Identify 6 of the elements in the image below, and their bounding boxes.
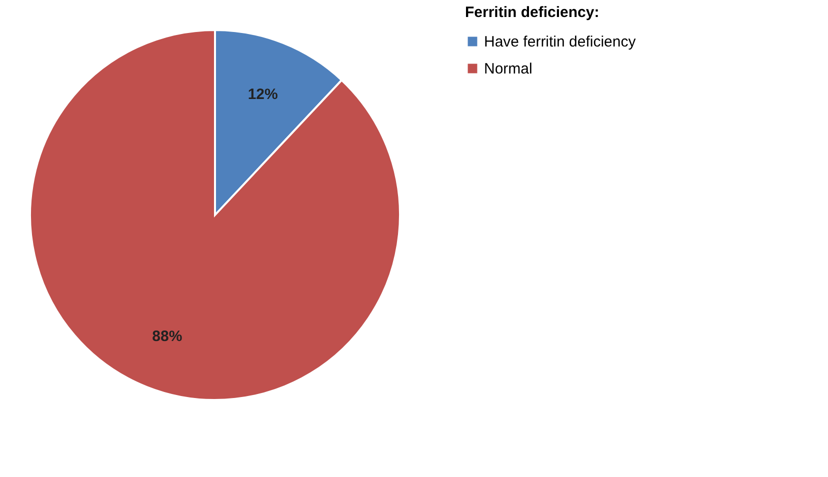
data-label: 12% [248, 86, 278, 104]
legend-label: Normal [484, 60, 532, 78]
data-label: 88% [152, 328, 182, 345]
pie-slice [29, 29, 401, 401]
legend-label: Have ferritin deficiency [484, 34, 636, 50]
legend-title: Ferritin deficiency: [465, 4, 600, 21]
